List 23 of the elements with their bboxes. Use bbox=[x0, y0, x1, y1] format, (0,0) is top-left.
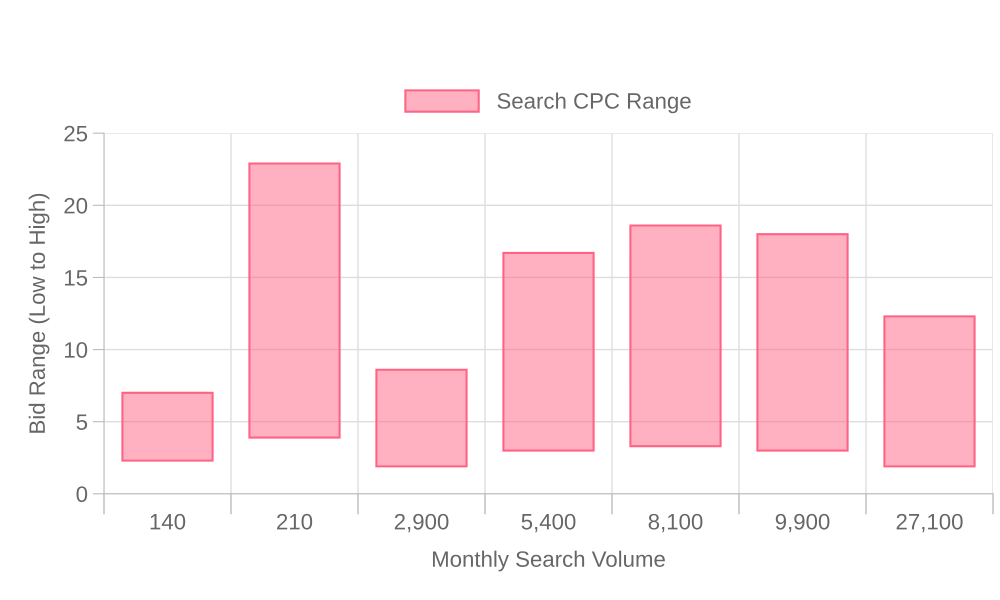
y-tick-label: 20 bbox=[64, 198, 88, 214]
bar bbox=[756, 233, 849, 452]
bar bbox=[629, 224, 722, 448]
x-tick-label: 210 bbox=[277, 514, 312, 530]
y-tick-label: 25 bbox=[64, 126, 88, 142]
bar bbox=[121, 392, 214, 462]
x-tick-label: 8,100 bbox=[648, 514, 702, 532]
y-tick-label: 15 bbox=[65, 270, 88, 286]
x-tick-label: 2,900 bbox=[394, 514, 448, 532]
x-tick-label: 9,900 bbox=[776, 514, 830, 532]
y-tick-label: 5 bbox=[76, 414, 88, 430]
x-tick-label: 5,400 bbox=[522, 514, 576, 532]
bar bbox=[248, 162, 341, 439]
legend-label: Search CPC Range bbox=[497, 92, 691, 114]
y-tick-label: 10 bbox=[65, 342, 88, 358]
bar bbox=[883, 315, 976, 468]
x-axis-title: Monthly Search Volume bbox=[432, 550, 665, 572]
x-tick-label: 140 bbox=[150, 514, 186, 530]
bar bbox=[375, 368, 468, 468]
y-axis-title: Bid Range (Low to High) bbox=[28, 194, 50, 433]
bar bbox=[502, 252, 595, 452]
x-tick-label: 27,100 bbox=[896, 514, 963, 532]
y-tick-label: 0 bbox=[76, 486, 88, 502]
